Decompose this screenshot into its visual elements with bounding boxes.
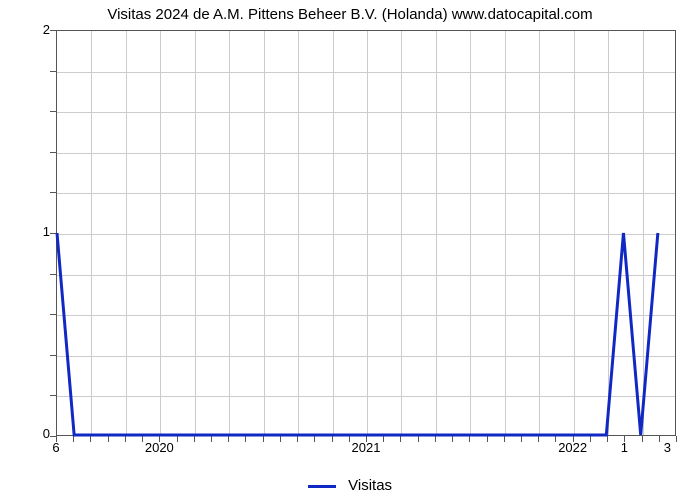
x-tick-2021: 2021 bbox=[352, 440, 381, 455]
line-chart: Visitas 2024 de A.M. Pittens Beheer B.V.… bbox=[0, 0, 700, 500]
legend-label: Visitas bbox=[348, 477, 392, 494]
legend-swatch bbox=[308, 485, 336, 488]
below-label-0: 6 bbox=[52, 440, 59, 455]
y-tick-0: 0 bbox=[10, 426, 50, 441]
x-tick-2020: 2020 bbox=[145, 440, 174, 455]
x-tick-2022: 2022 bbox=[558, 440, 587, 455]
plot-area bbox=[56, 30, 676, 436]
legend: Visitas bbox=[0, 477, 700, 494]
below-label-1: 1 bbox=[621, 440, 628, 455]
series-line bbox=[57, 31, 675, 435]
below-label-2: 3 bbox=[664, 440, 671, 455]
chart-title: Visitas 2024 de A.M. Pittens Beheer B.V.… bbox=[0, 6, 700, 23]
y-tick-2: 2 bbox=[10, 22, 50, 37]
y-tick-1: 1 bbox=[10, 224, 50, 239]
